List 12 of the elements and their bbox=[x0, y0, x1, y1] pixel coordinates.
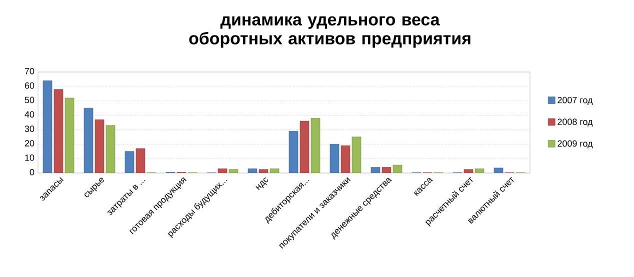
y-tick-label: 10 bbox=[25, 154, 34, 161]
y-tick-label: 20 bbox=[24, 140, 34, 146]
y-tick-label: 50 bbox=[24, 96, 34, 104]
legend-label: 2008 год bbox=[558, 118, 593, 127]
legend-label: 2007 год bbox=[558, 96, 593, 105]
chart-title: динамика удельного веса оборотных активов предприятия bbox=[189, 16, 470, 48]
y-tick-label: 70 bbox=[24, 68, 34, 74]
y-tick-label: 40 bbox=[24, 111, 34, 118]
y-tick-label: 60 bbox=[24, 82, 34, 89]
y-tick-label: 0 bbox=[30, 168, 34, 176]
legend-label: 2009 год bbox=[558, 140, 593, 148]
y-tick-label: 30 bbox=[24, 126, 34, 132]
